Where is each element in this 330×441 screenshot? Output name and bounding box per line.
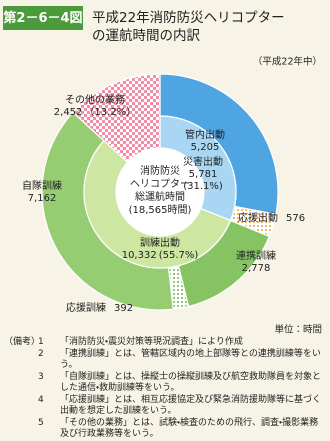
chart-title: の運航時間の内訳 bbox=[92, 28, 200, 44]
value-label: 2,452 bbox=[54, 107, 83, 118]
figure-number: 第2－6－4図 bbox=[2, 10, 82, 26]
value-label: 10,332 bbox=[122, 250, 157, 261]
note-number: 2 bbox=[38, 348, 44, 359]
note-text: 「応援訓練」とは、相互応援協定及び緊急消防援助隊等に基づく出動を想定した訓練をい… bbox=[60, 394, 322, 417]
value-label: 5,781 bbox=[189, 169, 218, 180]
chart-title: 平成22年消防防災ヘリコプター bbox=[92, 10, 285, 26]
share-label: （13.2%） bbox=[84, 106, 136, 118]
notes: （備考） 1 「消防防災・震災対策等現況調査」により作成 2 「連携訓練」とは、管轄区域… bbox=[4, 337, 326, 441]
note-item: 3 「自隊訓練」とは、操縦士の操縦訓練及び航空救助隊員を対象とした通信・救助訓練等… bbox=[4, 372, 326, 395]
value-label: 2,778 bbox=[242, 263, 271, 274]
segment-label: 管内出動 bbox=[185, 128, 225, 141]
chart-subtitle: （平成22年中） bbox=[253, 56, 322, 68]
figure-badge bbox=[3, 6, 83, 30]
inner-segment bbox=[72, 73, 161, 164]
note-number: 4 bbox=[38, 394, 44, 405]
note-item: 2 「連携訓練」とは、管轄区域内の地上部隊等との連携訓練等をいう。 bbox=[4, 349, 326, 372]
spacer bbox=[4, 418, 38, 441]
segment-label: 訓練出動 bbox=[140, 236, 180, 249]
share-label: (55.7%) bbox=[159, 250, 199, 261]
center-hole bbox=[116, 148, 204, 236]
share-label: (31.1%) bbox=[183, 181, 223, 192]
value-share-label: 2,452 （13.2%） bbox=[54, 106, 136, 118]
note-item: （備考） 1 「消防防災・震災対策等現況調査」により作成 bbox=[4, 337, 326, 349]
notes-heading: （備考） bbox=[4, 337, 41, 347]
spacer bbox=[4, 349, 38, 372]
center-label: 総運航時間 bbox=[135, 190, 185, 203]
note-text: 「連携訓練」とは、管轄区域内の地上部隊等との連携訓練等をいう。 bbox=[60, 348, 321, 371]
segment-label: 応援訓練 bbox=[66, 301, 106, 314]
note-text: 「消防防災・震災対策等現況調査」により作成 bbox=[60, 337, 243, 347]
value-share-label: 10,332 (55.7%) bbox=[122, 250, 199, 261]
note-text: 「その他の業務」とは、試験・検査のための飛行、調査・撮影業務及び行政業務等をいう… bbox=[60, 417, 319, 440]
note-text: 「自隊訓練」とは、操縦士の操縦訓練及び航空救助隊員を対象とした通信・救助訓練等を… bbox=[60, 371, 322, 394]
center-label: (18,565時間) bbox=[129, 204, 192, 216]
value-label: 392 bbox=[114, 303, 133, 314]
segment-label: 自隊訓練 bbox=[22, 179, 62, 192]
value-label: 5,205 bbox=[191, 142, 220, 153]
segment-label: 災害出動 bbox=[183, 155, 223, 168]
segment-label: 連携訓練 bbox=[236, 249, 276, 262]
note-number: 3 bbox=[38, 371, 44, 382]
unit-label: 単位：時間 bbox=[274, 324, 322, 336]
spacer bbox=[4, 395, 38, 418]
value-label: 7,162 bbox=[28, 193, 57, 204]
center-label: ヘリコプター bbox=[130, 178, 190, 190]
note-number: 1 bbox=[38, 337, 44, 347]
segment-label: その他の業務 bbox=[65, 93, 125, 106]
center-label: 消防防災 bbox=[140, 164, 180, 177]
value-label: 576 bbox=[286, 213, 305, 224]
spacer bbox=[4, 372, 38, 395]
chart: 第2－6－4図 平成22年消防防災ヘリコプター の運航時間の内訳 （平成22年中… bbox=[2, 6, 322, 336]
note-item: 4 「応援訓練」とは、相互応援協定及び緊急消防援助隊等に基づく出動を想定した訓練を… bbox=[4, 395, 326, 418]
note-number: 5 bbox=[38, 417, 44, 428]
segment-label: 応援出動 bbox=[238, 211, 278, 224]
note-item: 5 「その他の業務」とは、試験・検査のための飛行、調査・撮影業務及び行政業務等をい… bbox=[4, 418, 326, 441]
